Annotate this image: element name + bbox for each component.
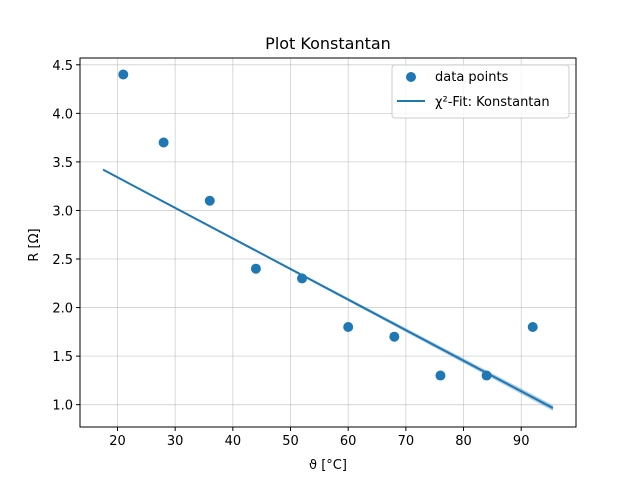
x-tick-label: 50 (282, 434, 299, 449)
x-tick-label: 30 (167, 434, 184, 449)
legend-frame (391, 64, 570, 119)
data-points-layer (118, 69, 538, 381)
y-tick-label: 3.0 (52, 204, 73, 219)
axes-frame (79, 57, 577, 428)
data-point (343, 321, 354, 332)
y-tick-label: 2.0 (52, 302, 73, 317)
ticks: 20 30 40 50 60 70 80 90 1.0 1.5 2.0 2.5 3.0 3.5 4.0 4.5 (52, 59, 529, 449)
x-tick-label: 80 (455, 434, 472, 449)
grid (80, 58, 576, 427)
fit-line-layer (102, 168, 554, 409)
y-axis-label: R [Ω] (27, 228, 42, 261)
x-tick-label: 60 (340, 434, 357, 449)
x-tick-label: 40 (225, 434, 242, 449)
data-point (250, 263, 261, 274)
y-tick-label: 1.0 (52, 399, 73, 414)
data-point (158, 137, 169, 148)
data-point (435, 370, 446, 381)
x-tick-label: 70 (398, 434, 415, 449)
data-point (118, 69, 129, 80)
data-point (481, 370, 492, 381)
chart-title: Plot Konstantan (265, 34, 391, 53)
y-tick-label: 1.5 (52, 350, 73, 365)
data-point (297, 273, 308, 284)
y-tick-label: 4.0 (52, 107, 73, 122)
legend-label-fit: χ²-Fit: Konstantan (435, 95, 550, 110)
legend-marker-data-points (406, 72, 416, 82)
y-tick-label: 4.5 (52, 59, 73, 74)
y-tick-label: 2.5 (52, 253, 73, 268)
y-tick-label: 3.5 (52, 156, 73, 171)
x-tick-label: 90 (513, 434, 530, 449)
legend: data points χ²-Fit: Konstantan (391, 64, 570, 119)
data-point (527, 321, 538, 332)
x-tick-label: 20 (109, 434, 126, 449)
data-point (204, 195, 215, 206)
legend-label-data-points: data points (435, 70, 509, 85)
data-point (389, 331, 400, 342)
fit-line (102, 168, 554, 409)
x-axis-label: ϑ [°C] (309, 458, 347, 473)
